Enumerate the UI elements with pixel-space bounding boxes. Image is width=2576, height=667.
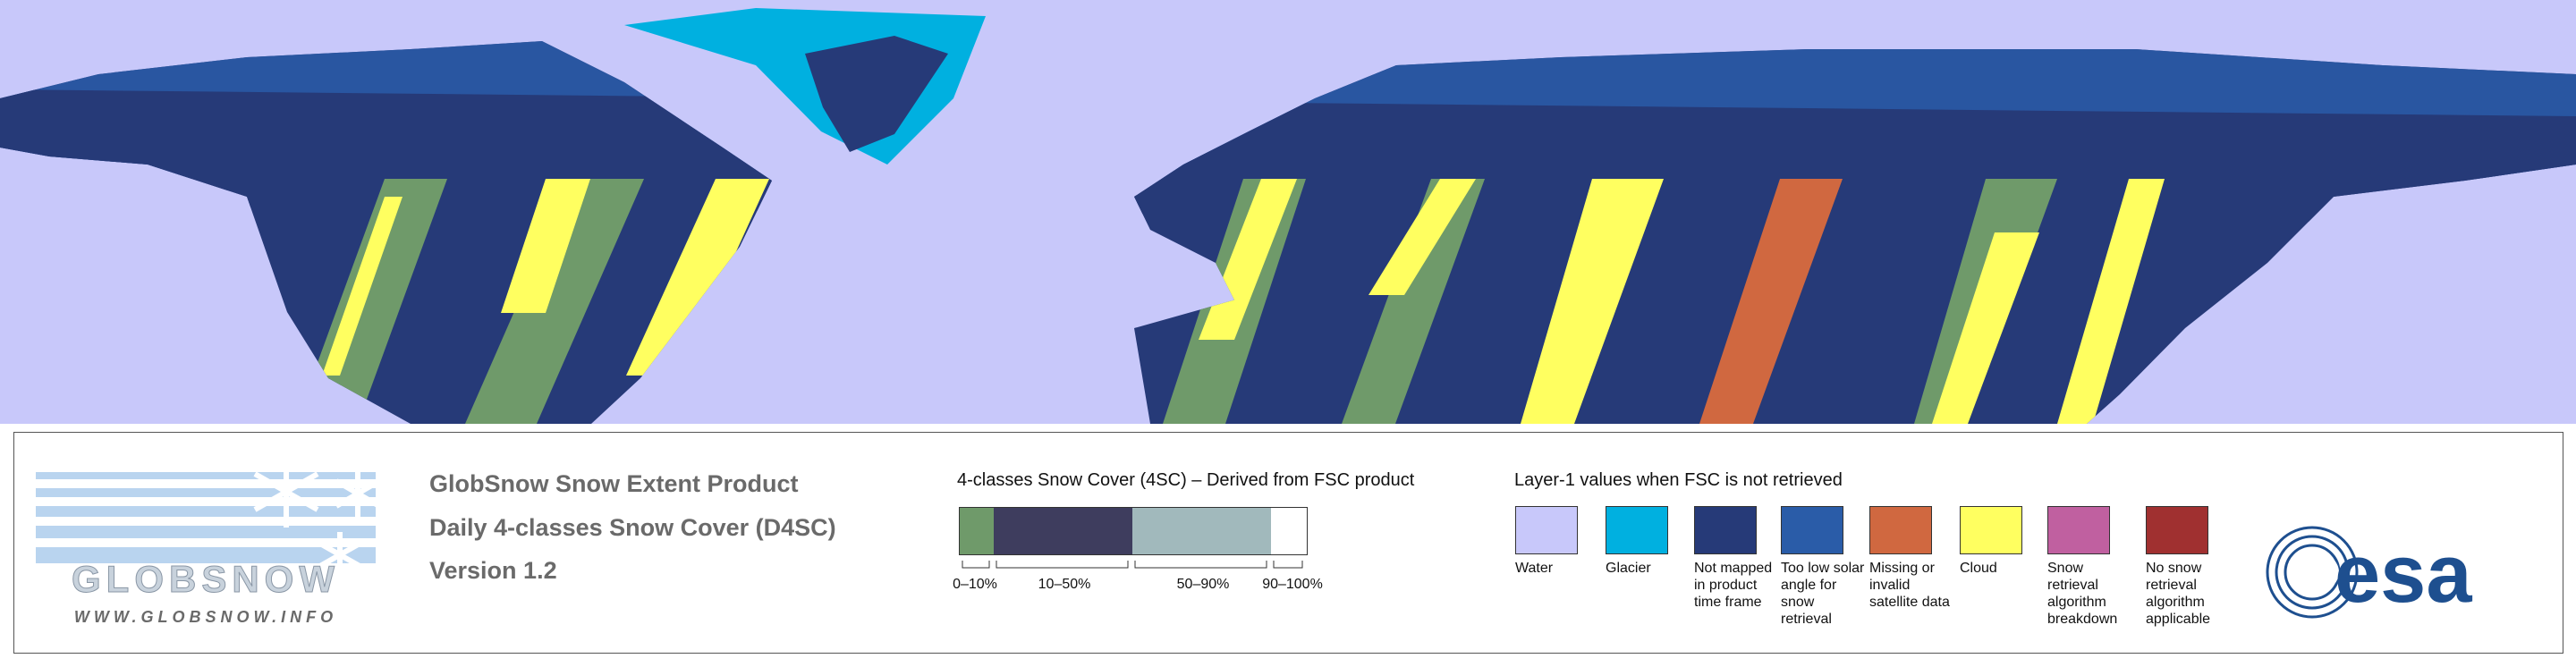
layer1-label: No snow retrieval algorithm applicable	[2146, 561, 2211, 627]
layer1-swatch	[1694, 506, 1757, 554]
class-bracket	[996, 561, 1129, 569]
class-swatch	[1132, 508, 1271, 554]
layer1-label: Missing or invalid satellite data	[1869, 561, 1950, 610]
logo-bars	[36, 472, 376, 563]
greenland-stripe	[805, 36, 948, 152]
class-swatch	[960, 508, 994, 554]
layer1-label: Snow retrieval algorithm breakdown	[2047, 561, 2118, 627]
class-swatch	[1271, 508, 1307, 554]
class-label: 10–50%	[1038, 577, 1091, 592]
class-bracket	[1273, 561, 1303, 569]
logo-name: GLOBSNOW	[72, 558, 340, 600]
esa-text: esa	[2334, 528, 2472, 620]
subtitle: Daily 4-classes Snow Cover (D4SC)	[429, 514, 836, 541]
class-bracket	[962, 561, 990, 569]
layer1-swatch	[2047, 506, 2110, 554]
layer1-label: Not mapped in product time frame	[1694, 561, 1773, 610]
layer1-swatch	[1781, 506, 1843, 554]
layer1-swatch	[1606, 506, 1668, 554]
class-label: 50–90%	[1176, 577, 1230, 592]
layer1-label: Cloud	[1960, 561, 1997, 576]
class-label: 90–100%	[1262, 577, 1323, 592]
layer1-label: Glacier	[1606, 561, 1651, 576]
layer1-swatch	[1869, 506, 1932, 554]
snow-cover-legend-title: 4-classes Snow Cover (4SC) – Derived fro…	[957, 470, 1415, 490]
layer1-legend-title: Layer-1 values when FSC is not retrieved	[1514, 470, 1843, 490]
class-swatch	[994, 508, 1132, 554]
legend-panel	[13, 432, 2563, 654]
globsnow-logo: GLOBSNOW WWW.GLOBSNOW.INFO	[36, 456, 381, 626]
class-label: 0–10%	[953, 577, 997, 592]
esa-logo: esa	[2266, 526, 2472, 620]
version: Version 1.2	[429, 557, 557, 584]
class-brackets	[962, 561, 1303, 569]
class-bracket	[1134, 561, 1267, 569]
layer1-swatch	[1960, 506, 2022, 554]
layer1-label: Water	[1515, 561, 1554, 576]
layer1-label: Too low solar angle for snow retrieval	[1781, 561, 1865, 627]
snow-cover-bar	[959, 507, 1308, 555]
snowflakes	[253, 456, 381, 577]
logo-url: WWW.GLOBSNOW.INFO	[74, 608, 337, 626]
snow-map	[0, 0, 2576, 424]
esa-emblem	[2266, 526, 2359, 619]
layer1-swatch	[1515, 506, 1578, 554]
title: GlobSnow Snow Extent Product	[429, 470, 799, 497]
layer1-swatch	[2146, 506, 2208, 554]
